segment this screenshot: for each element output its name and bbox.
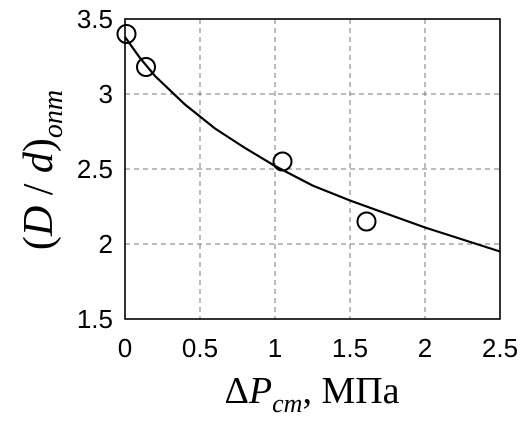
data-point (136, 57, 156, 77)
y-tick-labels: 1.5 2 2.5 3 3.5 (77, 4, 113, 334)
fit-curve (124, 36, 501, 253)
y-label-slash: / (16, 173, 62, 206)
x-tick-label: 0 (118, 333, 132, 363)
y-label-denominator: d (16, 151, 62, 173)
grid-lines (125, 19, 500, 319)
data-point (272, 151, 293, 172)
x-label-var: P (248, 370, 272, 412)
y-tick-label: 2.5 (77, 154, 113, 184)
y-tick-label: 1.5 (77, 304, 113, 334)
x-tick-label: 2 (418, 333, 432, 363)
data-point (356, 211, 377, 232)
y-label-subscript: onm (38, 90, 69, 138)
x-tick-label: 2.5 (482, 333, 518, 363)
y-tick-label: 2 (99, 229, 113, 259)
x-axis-label: ΔPcm, МПа (224, 370, 399, 418)
y-tick-label: 3.5 (77, 4, 113, 34)
fit-curve-layer (124, 36, 501, 253)
y-label-numerator: D (16, 206, 62, 237)
plot-frame (124, 18, 501, 320)
y-label-open-paren: ( (16, 236, 62, 250)
x-label-subscript: cm (272, 389, 302, 418)
x-tick-label: 1 (268, 333, 282, 363)
x-label-delta: Δ (224, 370, 248, 412)
y-tick-label: 3 (99, 79, 113, 109)
data-point (116, 24, 137, 44)
x-tick-label: 0.5 (182, 333, 218, 363)
x-tick-label: 1.5 (332, 333, 368, 363)
y-axis-label: (D / d)onm (16, 90, 69, 250)
data-points (116, 24, 377, 232)
x-tick-labels: 0 0.5 1 1.5 2 2.5 (118, 333, 518, 363)
x-label-unit: , МПа (302, 370, 399, 412)
y-label-close-paren: ) (16, 138, 62, 152)
